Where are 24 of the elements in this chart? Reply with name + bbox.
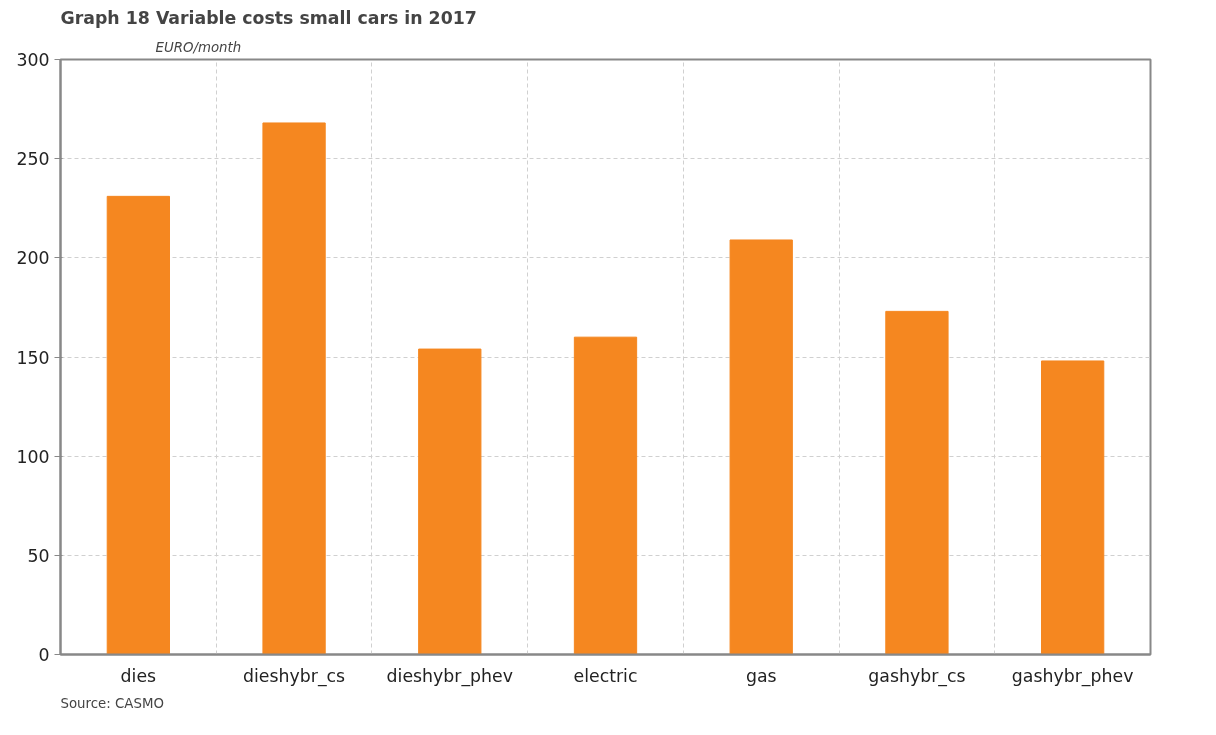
bar xyxy=(106,195,170,655)
x-tick-label: gas xyxy=(745,665,777,686)
y-tick-label: 50 xyxy=(27,545,50,566)
chart-title: Graph 18 Variable costs small cars in 2017 xyxy=(60,7,477,28)
source-note: Source: CASMO xyxy=(60,695,164,711)
y-tick-label: 200 xyxy=(16,248,50,269)
chart-subtitle: EURO/month xyxy=(155,39,242,55)
x-tick-label: electric xyxy=(573,665,638,686)
bar xyxy=(729,239,793,655)
y-tick-label: 300 xyxy=(16,50,50,70)
y-tick-label: 100 xyxy=(16,446,50,467)
x-tick-label: dieshybr_phev xyxy=(386,665,514,687)
bar xyxy=(573,336,638,655)
bar xyxy=(885,310,949,655)
y-tick-label: 150 xyxy=(16,347,50,368)
bar xyxy=(1041,360,1105,655)
x-tick-label: gashybr_cs xyxy=(868,665,966,687)
x-tick-label: dies xyxy=(120,665,157,686)
x-tick-label: dieshybr_cs xyxy=(243,665,346,687)
y-tick-label: 250 xyxy=(16,149,50,170)
y-tick-label: 0 xyxy=(38,645,50,665)
bar xyxy=(418,348,482,655)
bar xyxy=(262,122,326,655)
x-tick-label: gashybr_phev xyxy=(1011,665,1134,687)
